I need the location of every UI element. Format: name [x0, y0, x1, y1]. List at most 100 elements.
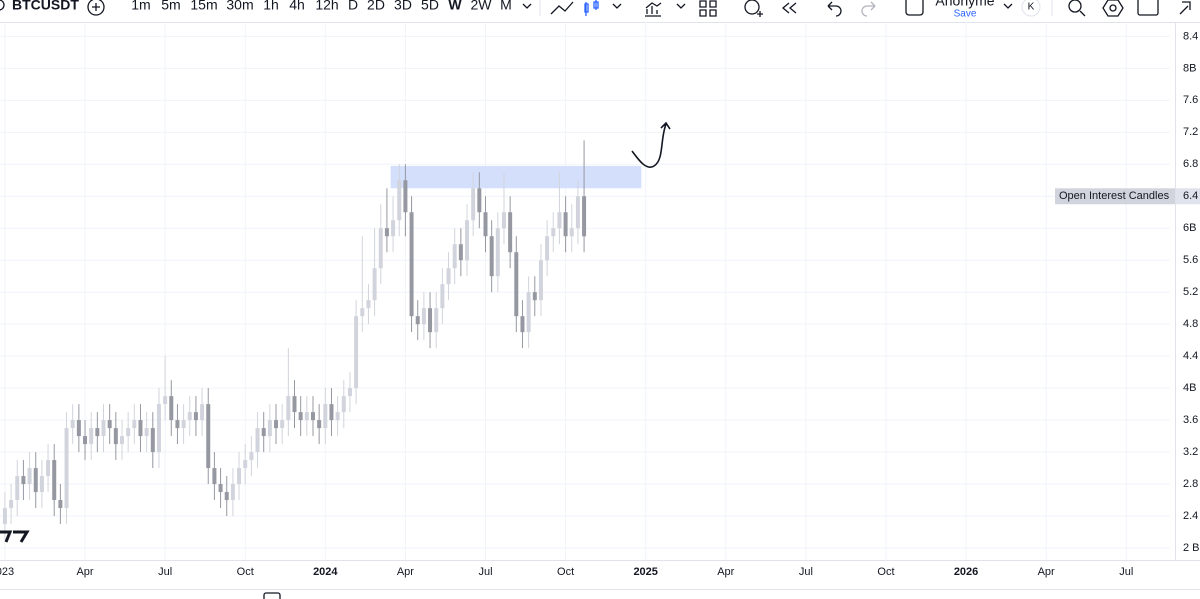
- indicators-icon[interactable]: [645, 2, 662, 17]
- x-tick-label: Jul: [1119, 566, 1133, 578]
- interval-button[interactable]: 2W: [471, 0, 493, 13]
- search-icon[interactable]: [0, 0, 5, 11]
- add-symbol[interactable]: [87, 0, 105, 16]
- interval-button[interactable]: 1h: [263, 0, 279, 13]
- badge-label: K: [1028, 2, 1035, 13]
- indicator-label: Open Interest Candles: [1059, 190, 1170, 202]
- candle-body: [545, 236, 550, 261]
- toolbar: [0, 0, 1200, 22]
- y-tick-label: 4B: [1183, 382, 1196, 394]
- candle-body: [378, 228, 383, 269]
- interval-button[interactable]: 15m: [190, 0, 217, 13]
- dropdown[interactable]: [1003, 3, 1013, 9]
- layout-icon[interactable]: [699, 0, 717, 17]
- interval-button[interactable]: 5D: [421, 0, 439, 13]
- candle-body: [249, 452, 254, 461]
- interval-button[interactable]: 3D: [394, 0, 412, 13]
- candle-body: [39, 476, 44, 493]
- candle-body: [292, 396, 297, 413]
- interval-button[interactable]: 2D: [367, 0, 385, 13]
- candle-body: [89, 428, 94, 445]
- candle-body: [224, 492, 229, 501]
- candle-body: [175, 420, 180, 429]
- candle-body: [64, 428, 69, 509]
- candle-body: [397, 180, 402, 221]
- candle-body: [563, 212, 568, 237]
- undo-icon[interactable]: [827, 1, 842, 17]
- candle-body: [187, 412, 192, 421]
- candle-body: [508, 212, 513, 253]
- candle-body: [126, 428, 131, 437]
- candle-body: [489, 236, 494, 277]
- candle-body: [366, 300, 371, 309]
- x-tick-label: Oct: [237, 566, 254, 578]
- candle-body: [304, 412, 309, 421]
- candle-body: [329, 404, 334, 421]
- candle-body: [421, 308, 426, 325]
- candle-body: [477, 188, 482, 213]
- candle-body: [144, 428, 149, 437]
- candle-body: [138, 420, 143, 437]
- x-tick-label: 2025: [633, 566, 657, 578]
- x-tick-label: 023: [0, 566, 14, 578]
- tv-logo[interactable]: [0, 530, 30, 543]
- zoom-icon[interactable]: [1068, 0, 1082, 13]
- interval-button[interactable]: M: [500, 0, 512, 13]
- alert-icon[interactable]: [744, 0, 760, 15]
- fullscreen-icon[interactable]: [1137, 0, 1159, 16]
- interval-button[interactable]: 5m: [161, 0, 180, 13]
- dropdown[interactable]: [612, 3, 622, 9]
- badge[interactable]: [1021, 0, 1041, 17]
- candle-body: [163, 396, 168, 405]
- candle-body: [415, 316, 420, 325]
- y-tick-label: 8.4: [1183, 30, 1198, 42]
- layout-box[interactable]: [905, 0, 924, 16]
- candle-body: [15, 476, 20, 501]
- symbol[interactable]: BTCUSDT: [12, 0, 79, 13]
- interval-button[interactable]: W: [448, 0, 462, 13]
- x-tick-label: 2026: [954, 566, 978, 578]
- settings-icon[interactable]: [1102, 0, 1124, 17]
- candle-body: [341, 396, 346, 413]
- dropdown[interactable]: [676, 3, 686, 9]
- interval-button[interactable]: D: [348, 0, 358, 13]
- candle-body: [83, 436, 88, 445]
- interval-button[interactable]: 12h: [315, 0, 338, 13]
- candle-body: [33, 468, 38, 493]
- candle-body: [538, 260, 543, 301]
- chart-type-icon[interactable]: [550, 1, 574, 15]
- zoom-handle: [1079, 10, 1086, 17]
- save-label[interactable]: Save: [954, 9, 977, 20]
- candle-body: [310, 412, 315, 421]
- candle-body: [347, 388, 352, 397]
- redo-icon[interactable]: [861, 1, 876, 17]
- interval-button[interactable]: 30m: [226, 0, 253, 13]
- interval-dropdown[interactable]: [522, 3, 532, 9]
- user-name[interactable]: Anonyme: [935, 0, 994, 9]
- interval-button[interactable]: 1m: [131, 0, 150, 13]
- candles-icon[interactable]: [584, 0, 599, 16]
- candle-body: [113, 428, 118, 445]
- y-tick-label: 5.2: [1183, 286, 1198, 298]
- drawn-arrow: [631, 121, 671, 168]
- replay-icon[interactable]: [781, 2, 797, 14]
- candle-body: [409, 212, 414, 317]
- snapshot-icon[interactable]: [1179, 1, 1191, 15]
- candle-body: [70, 420, 75, 429]
- candle-body: [360, 308, 365, 317]
- x-tick-label: Jul: [158, 566, 172, 578]
- candle-body: [582, 196, 587, 237]
- candle-body: [9, 500, 14, 509]
- candle-body: [21, 476, 26, 485]
- add-icon: [92, 3, 100, 11]
- interval-button[interactable]: 4h: [289, 0, 305, 13]
- candle-body: [335, 412, 340, 421]
- candle-body: [206, 404, 211, 469]
- price-tag-bg: [1176, 188, 1200, 205]
- candle-body: [255, 428, 260, 453]
- y-tick-label: 6.8: [1183, 158, 1198, 170]
- calendar-icon[interactable]: [263, 592, 281, 599]
- candle-body: [218, 484, 223, 493]
- y-tick-label: 2.4: [1183, 510, 1198, 522]
- candle-body: [520, 316, 525, 333]
